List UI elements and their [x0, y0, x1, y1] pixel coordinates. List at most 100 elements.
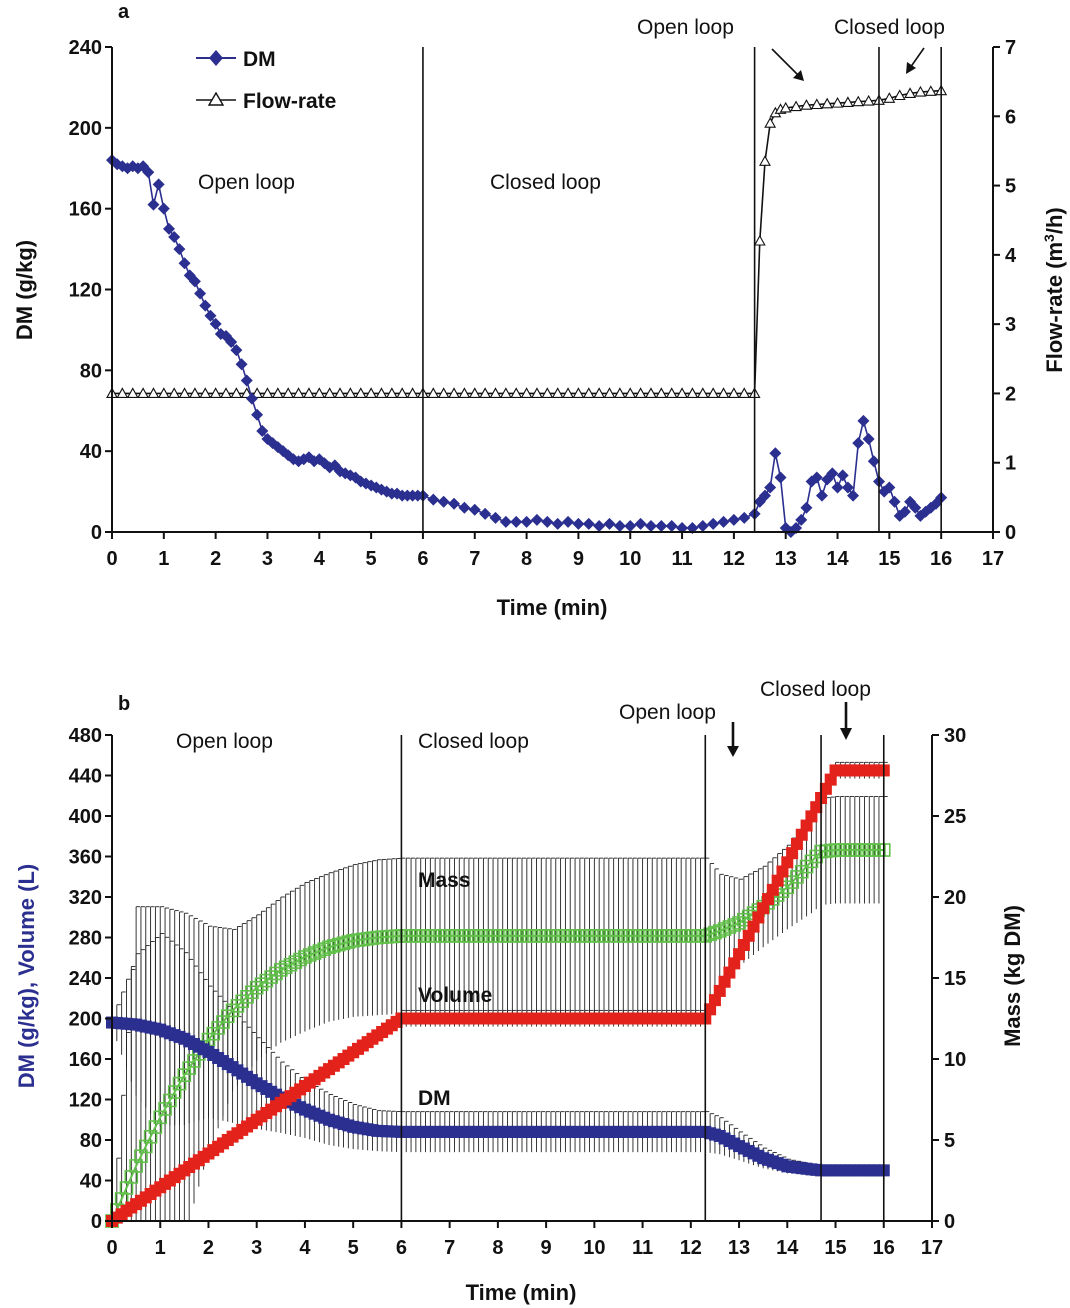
- volume-point: [819, 782, 832, 795]
- dm-point: [256, 424, 269, 437]
- a-x-tick-label: 13: [775, 548, 797, 570]
- dm-point: [479, 507, 492, 520]
- flow-rate-point: [717, 387, 730, 398]
- legend-dm-label: DM: [243, 48, 276, 71]
- dm-point: [510, 515, 523, 528]
- dm-point: [624, 519, 637, 532]
- mass-point: [322, 940, 336, 955]
- b-y2-axis-title: Mass (kg DM): [1000, 905, 1025, 1047]
- mass-point: [235, 994, 250, 1009]
- flow-rate-point: [302, 387, 315, 398]
- dm-point: [188, 275, 201, 288]
- flow-rate-point: [271, 387, 284, 398]
- flow-rate-point: [800, 99, 813, 110]
- b-x-tick-label: 11: [632, 1237, 653, 1259]
- mass-point: [153, 1110, 168, 1125]
- flow-rate-point: [541, 387, 554, 398]
- flow-rate-point: [831, 96, 844, 108]
- volume-point: [805, 810, 818, 823]
- b-x-tick-label: 3: [251, 1237, 262, 1259]
- b-x-axis-title: Time (min): [466, 1280, 577, 1305]
- dm-point: [831, 481, 844, 494]
- dm-point: [696, 519, 709, 532]
- dm-point: [893, 509, 906, 522]
- b-y-tick-label: 360: [69, 847, 102, 869]
- volume-point: [747, 920, 760, 933]
- a-x-tick-label: 15: [878, 548, 900, 570]
- b-x-tick-label: 12: [680, 1237, 702, 1259]
- mass-point: [230, 999, 245, 1013]
- flow-rate-point: [448, 387, 460, 398]
- flow-rate-point: [924, 85, 937, 96]
- dm-point: [593, 519, 606, 532]
- flow-rate-point: [209, 387, 222, 398]
- b-x-tick-label: 17: [921, 1237, 943, 1259]
- a-y2-tick-label: 3: [1005, 314, 1016, 336]
- a-x-tick-label: 6: [417, 548, 428, 570]
- a-x-tick-label: 17: [982, 548, 1004, 570]
- mass-point: [124, 1170, 139, 1184]
- flow-rate-point: [282, 387, 295, 398]
- a-y2-tick-label: 7: [1005, 37, 1016, 59]
- a-x-tick-label: 7: [469, 548, 480, 570]
- b-y-tick-label: 400: [69, 806, 102, 828]
- mass-point: [240, 989, 254, 1004]
- flow-rate-point: [707, 387, 720, 398]
- mass-point: [129, 1159, 143, 1173]
- b-x-tick-label: 0: [106, 1237, 117, 1259]
- b-y-tick-label: 0: [91, 1211, 102, 1233]
- dm-point: [717, 515, 730, 528]
- dm-point: [852, 437, 865, 450]
- flow-rate-point: [168, 387, 181, 398]
- b-x-tick-label: 8: [492, 1237, 503, 1259]
- flow-rate-point: [893, 89, 906, 101]
- flow-rate-point: [188, 387, 201, 398]
- flow-rate-point: [520, 387, 533, 398]
- a-annotation-open-loop-2: Open loop: [637, 16, 734, 39]
- b-y2-tick-label: 30: [944, 725, 966, 747]
- b-label-dm: DM: [418, 1087, 451, 1110]
- flow-rate-point: [676, 387, 688, 398]
- flow-rate-point: [645, 387, 657, 398]
- panel-a-legend: DM Flow-rate: [196, 48, 336, 113]
- b-annotation-open-loop-1: Open loop: [176, 730, 273, 753]
- mass-point: [341, 935, 356, 949]
- mass-point: [134, 1149, 148, 1163]
- mass-point: [804, 854, 819, 869]
- flow-rate-point: [458, 387, 471, 398]
- mass-point: [163, 1093, 177, 1108]
- flow-rate-point: [852, 95, 865, 107]
- b-y2-tick-label: 5: [944, 1130, 955, 1152]
- flow-rate-point: [157, 387, 170, 398]
- flow-rate-point: [147, 387, 160, 398]
- volume-point: [771, 874, 784, 887]
- flow-rate-point: [634, 387, 647, 398]
- mass-point: [259, 973, 274, 988]
- b-x-tick-label: 7: [444, 1237, 455, 1259]
- volume-point: [824, 773, 837, 786]
- a-y-tick-label: 0: [91, 522, 102, 544]
- a-x-tick-label: 5: [366, 548, 377, 570]
- dm-point: [758, 489, 771, 502]
- a-arrow-open-loop: [771, 48, 801, 78]
- b-x-tick-label: 15: [824, 1237, 846, 1259]
- a-x-tick-label: 10: [619, 548, 641, 570]
- b-x-tick-label: 14: [776, 1237, 799, 1259]
- a-x-tick-label: 11: [671, 548, 692, 570]
- a-y2-tick-label: 0: [1005, 522, 1016, 544]
- flow-rate-point: [613, 387, 626, 398]
- b-y-tick-label: 200: [69, 1009, 102, 1031]
- mass-point: [790, 870, 804, 884]
- a-y2-tick-label: 1: [1005, 453, 1016, 475]
- dm-point: [686, 521, 699, 534]
- a-x-tick-label: 14: [826, 548, 849, 570]
- mass-point: [177, 1068, 192, 1082]
- b-x-tick-label: 9: [541, 1237, 552, 1259]
- b-y-tick-label: 80: [80, 1130, 102, 1152]
- flow-rate-point: [738, 387, 751, 398]
- b-x-tick-label: 1: [155, 1237, 166, 1259]
- flow-rate-point: [764, 117, 777, 128]
- flow-rate-point: [230, 387, 243, 398]
- mass-point: [327, 939, 341, 953]
- dm-point: [613, 519, 626, 532]
